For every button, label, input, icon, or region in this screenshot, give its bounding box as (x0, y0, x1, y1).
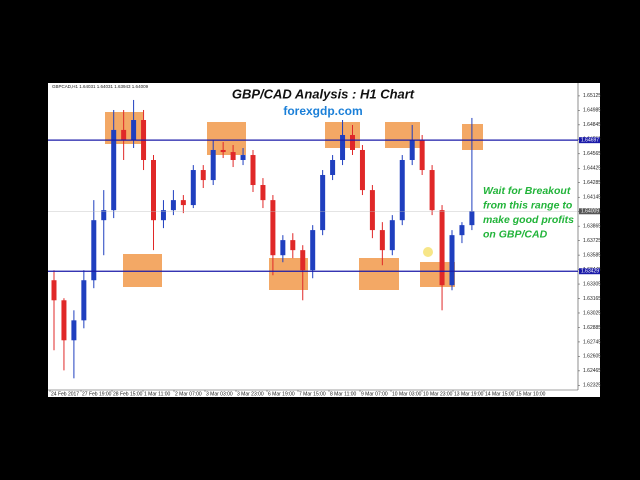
candle-body (320, 174, 326, 231)
y-tick-label: 1.63025 (583, 310, 601, 316)
x-tick-label: 15 Mar 10:00 (516, 391, 546, 397)
x-tick-label: 9 Mar 07:00 (361, 391, 388, 397)
candle-body (419, 139, 425, 171)
candle-body (81, 280, 87, 321)
candle-body (151, 160, 156, 221)
candle-body (220, 149, 226, 153)
candle-body (429, 170, 435, 211)
level-label-box (579, 137, 600, 144)
x-tick-label: 3 Mar 03:00 (206, 391, 233, 397)
chart-subtitle: forexgdp.com (283, 104, 362, 118)
y-tick-label: 1.62605 (583, 354, 601, 360)
y-tick-label: 1.62325 (583, 383, 601, 389)
candle-body (170, 200, 176, 211)
candle-body (310, 230, 316, 271)
candle-body (240, 155, 246, 161)
x-tick-label: 8 Mar 11:00 (330, 391, 357, 397)
level-label-box (579, 268, 600, 275)
candle-body (459, 225, 465, 236)
candle-body (350, 134, 355, 150)
candle-body (111, 129, 117, 211)
candle-body (439, 210, 445, 286)
x-tick-label: 10 Mar 03:00 (392, 391, 422, 397)
candle-body (359, 149, 365, 191)
zones (105, 112, 483, 290)
candle-body (469, 211, 475, 226)
candle-body (300, 250, 306, 271)
level-label: 1.64697 (581, 137, 599, 143)
candle-body (250, 155, 256, 186)
level-label: 1.63429 (581, 269, 599, 275)
candle-body (91, 220, 97, 281)
x-tick-label: 6 Mar 19:00 (268, 391, 295, 397)
y-tick-label: 1.63305 (583, 281, 601, 287)
candle-body (389, 220, 395, 251)
y-tick-label: 1.63725 (583, 238, 601, 244)
last-price-box (579, 208, 600, 215)
x-tick-label: 3 Mar 23:00 (237, 391, 264, 397)
candle-body (280, 240, 286, 256)
y-tick-label: 1.64845 (583, 122, 601, 128)
candle-body (379, 230, 385, 251)
x-tick-label: 1 Mar 11:00 (144, 391, 171, 397)
y-tick-label: 1.65125 (583, 93, 601, 99)
candle-body (210, 149, 216, 181)
x-tick-label: 28 Feb 15:00 (113, 391, 143, 397)
candle-body (399, 160, 405, 221)
candle-body (330, 160, 336, 175)
symbol-header: GBPCAD,H1 1.64031 1.64031 1.63943 1.6400… (52, 84, 149, 89)
candle-body (270, 200, 276, 256)
candle-body (290, 240, 296, 251)
zone (123, 254, 162, 287)
candle-body (200, 170, 206, 181)
candle-body (51, 280, 57, 301)
x-tick-label: 2 Mar 07:00 (175, 391, 202, 397)
x-tick-label: 14 Mar 15:00 (485, 391, 515, 397)
x-tick-label: 10 Mar 23:00 (423, 391, 453, 397)
annotation-line: make good profits (483, 214, 574, 226)
x-tick-label: 27 Feb 19:00 (82, 391, 112, 397)
zone (462, 124, 483, 150)
last-price-label: 1.64009 (581, 209, 599, 215)
y-tick-label: 1.63165 (583, 296, 601, 302)
candle-body (230, 152, 236, 161)
y-tick-label: 1.64565 (583, 151, 601, 157)
y-tick-label: 1.62465 (583, 368, 601, 374)
candle-body (160, 210, 166, 221)
zone (385, 122, 420, 148)
candle-body (190, 170, 196, 206)
x-tick-label: 24 Feb 2017 (51, 391, 79, 397)
annotation-line: on GBP/CAD (483, 228, 548, 240)
candle-body (340, 134, 346, 161)
y-tick-label: 1.64285 (583, 180, 601, 186)
x-tick-label: 7 Mar 15:00 (299, 391, 326, 397)
candle-body (121, 129, 127, 140)
y-tick-label: 1.64985 (583, 108, 601, 114)
candle-body (409, 139, 415, 161)
y-tick-label: 1.62745 (583, 339, 601, 345)
chart-title: GBP/CAD Analysis : H1 Chart (232, 86, 415, 101)
zone (359, 258, 399, 290)
candle-body (449, 235, 455, 286)
candles (51, 99, 475, 379)
x-tick-label: 13 Mar 19:00 (454, 391, 484, 397)
y-tick-label: 1.63585 (583, 252, 601, 258)
y-tick-label: 1.64145 (583, 195, 601, 201)
candle-body (369, 190, 375, 231)
y-tick-label: 1.64425 (583, 166, 601, 172)
cursor-highlight (423, 247, 433, 257)
candle-body (61, 300, 67, 341)
annotation-line: Wait for Breakout (483, 185, 571, 197)
candle-body (101, 210, 107, 221)
annotation-line: from this range to (483, 199, 573, 211)
zone (420, 262, 455, 287)
y-tick-label: 1.63865 (583, 223, 601, 229)
candle-body (131, 120, 137, 140)
y-tick-label: 1.62885 (583, 325, 601, 331)
candle-body (260, 185, 266, 201)
candle-body (180, 200, 186, 206)
candle-body (71, 320, 77, 341)
